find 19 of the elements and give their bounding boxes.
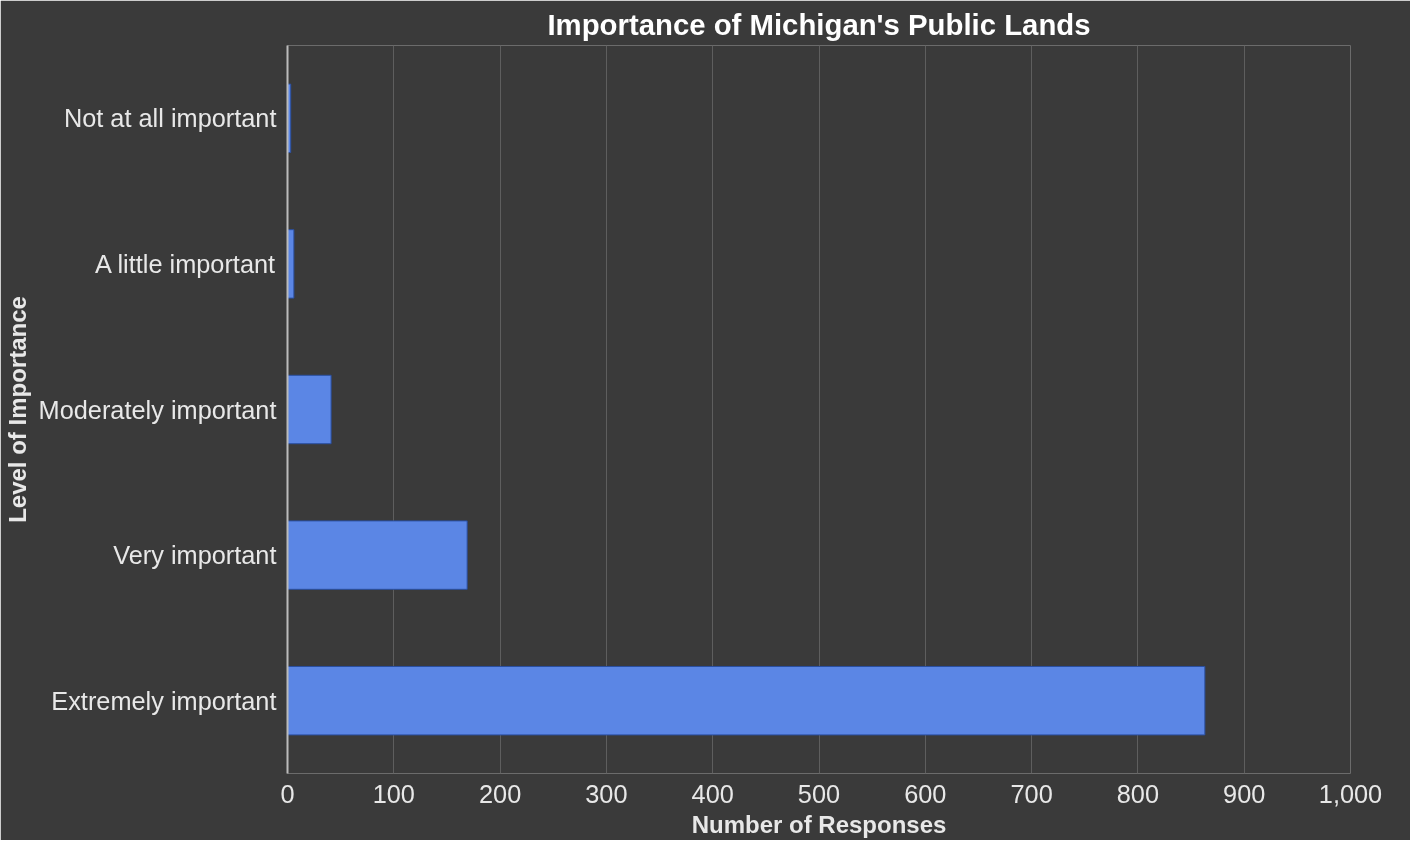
x-tick-label: 0 (280, 779, 295, 808)
y-tick-label: Extremely important (51, 686, 277, 715)
x-tick-label: 600 (904, 779, 947, 808)
y-axis-title: Level of Importance (3, 296, 31, 523)
chart-title: Importance of Michigan's Public Lands (547, 7, 1091, 41)
y-tick-label: A little important (94, 249, 276, 278)
x-tick-label: 800 (1116, 779, 1160, 808)
x-tick-label: 900 (1223, 779, 1266, 808)
x-tick-label: 400 (691, 779, 734, 808)
x-tick-label: 300 (585, 779, 628, 808)
y-tick-label: Not at all important (63, 104, 277, 133)
x-axis-title: Number of Responses (691, 810, 947, 838)
x-tick-label: 700 (1010, 779, 1053, 808)
y-tick-label: Moderately important (38, 395, 277, 424)
x-tick-label: 100 (372, 779, 415, 808)
x-tick-label: 500 (797, 779, 841, 808)
x-tick-label: 200 (478, 779, 522, 808)
y-tick-label: Very important (113, 541, 277, 570)
x-tick-label: 1,000 (1318, 779, 1383, 808)
